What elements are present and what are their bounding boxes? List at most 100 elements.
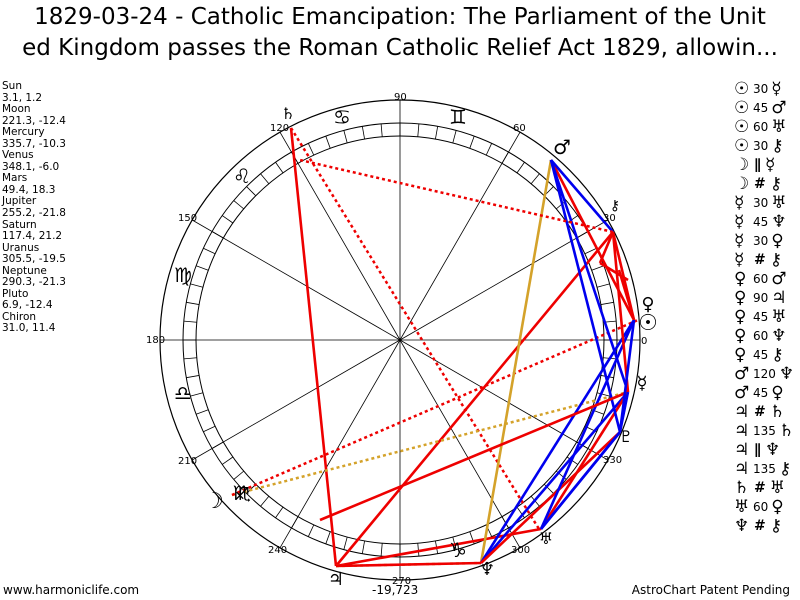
aspect-symbol: ∥ <box>754 157 761 173</box>
aspect-planet-a-icon: ☽ <box>734 155 750 175</box>
aspect-planet-b-icon: ♀ <box>771 497 784 517</box>
aspect-planet-a-icon: ♃ <box>734 402 750 422</box>
aspect-line <box>549 159 630 393</box>
aspect-symbol: # <box>754 176 766 192</box>
planet-name: Chiron <box>2 310 37 323</box>
aspect-planet-a-icon: ☽ <box>734 174 750 194</box>
degree-label-330: 330 <box>603 455 622 466</box>
degree-tick <box>361 126 365 140</box>
degree-tick <box>195 265 209 271</box>
degree-tick <box>361 540 365 554</box>
planet-name: Mars <box>2 172 28 185</box>
wheel-base <box>159 99 641 581</box>
aspect-angle: 60 <box>753 500 769 514</box>
aspect-line <box>231 318 639 497</box>
aspect-row: ☉ 60 ♅ <box>734 118 800 137</box>
aspect-row: ☿ # ⚷ <box>734 251 800 270</box>
degree-label-210: 210 <box>178 456 197 467</box>
planet-name: Uranus <box>2 241 40 254</box>
aspect-row: ☿ 30 ♅ <box>734 194 800 213</box>
aspect-row: ♀ 45 ♅ <box>734 308 800 327</box>
aspect-line <box>299 158 614 234</box>
aspect-row: ♃ # ♄ <box>734 403 800 422</box>
aspect-line <box>549 159 622 433</box>
planet-position: 31.0, 11.4 <box>2 322 56 335</box>
mars-icon: ♂ <box>553 135 571 159</box>
aspect-line <box>479 319 636 564</box>
degree-label-120: 120 <box>270 123 289 134</box>
degree-tick <box>596 283 610 288</box>
degree-label-90: 90 <box>394 92 407 103</box>
degree-tick <box>233 200 244 210</box>
aspect-angle: 60 <box>753 120 769 134</box>
aspect-angle: 30 <box>753 196 769 210</box>
aspect-planet-a-icon: ♆ <box>734 516 750 536</box>
degree-tick <box>275 506 284 518</box>
sign-spoke <box>399 131 521 341</box>
degree-tick <box>183 320 197 323</box>
degree-label-30: 30 <box>603 213 616 224</box>
aspect-planet-b-icon: ♆ <box>771 326 787 346</box>
aspect-planet-b-icon: ♆ <box>778 364 795 384</box>
planet-name: Sun <box>2 80 22 92</box>
degree-tick <box>600 301 614 305</box>
gemini-icon: ♊ <box>449 105 467 129</box>
degree-tick <box>566 215 578 224</box>
aspect-planet-b-icon: ♆ <box>765 440 781 460</box>
aspect-planet-a-icon: ♃ <box>734 459 750 479</box>
planet-position: 255.2, -21.8 <box>2 207 66 220</box>
degree-tick <box>584 247 597 255</box>
degree-tick <box>591 265 605 271</box>
virgo-icon: ♍ <box>174 263 192 287</box>
planet-position: 290.3, -21.3 <box>2 276 66 289</box>
aspect-row: ☽ # ⚷ <box>734 175 800 194</box>
degree-tick <box>183 357 197 360</box>
aspect-row: ☉ 30 ⚷ <box>734 137 800 156</box>
degree-tick <box>380 543 383 557</box>
aspect-symbol: # <box>754 404 766 420</box>
aspect-planet-b-icon: ♄ <box>769 402 785 422</box>
degree-tick <box>435 126 439 140</box>
venus-glyph-icon: ♀ <box>641 294 654 315</box>
degree-tick <box>325 531 331 545</box>
aspect-line <box>539 431 622 530</box>
degree-tick <box>246 186 257 197</box>
aspect-planet-a-icon: ♄ <box>734 478 750 498</box>
aspect-planet-b-icon: ♅ <box>771 193 787 213</box>
degree-label-180: 180 <box>146 335 165 346</box>
aspect-planet-a-icon: ☉ <box>734 117 750 137</box>
aspect-row: ♀ 45 ⚷ <box>734 346 800 365</box>
aspect-angle: 45 <box>753 310 769 324</box>
aspect-line <box>617 269 636 321</box>
degree-tick <box>485 143 493 156</box>
aspect-row: ♀ 90 ♃ <box>734 289 800 308</box>
neptune-icon: ♆ <box>479 559 495 580</box>
aspect-line <box>335 527 542 568</box>
sagittarius-icon: ♐ <box>234 484 250 505</box>
aspect-planet-a-icon: ♂ <box>734 383 750 403</box>
aspect-angle: 30 <box>753 82 769 96</box>
aspect-planet-b-icon: ⚷ <box>769 250 783 270</box>
aspect-planet-a-icon: ♀ <box>734 345 747 365</box>
aspect-planet-a-icon: ☿ <box>734 231 745 251</box>
degree-tick <box>260 496 270 507</box>
planet-name: Mercury <box>2 126 45 139</box>
degree-tick <box>343 130 348 144</box>
aspect-line <box>289 127 338 567</box>
aspect-planet-b-icon: ⚷ <box>778 459 792 479</box>
sign-spoke <box>191 339 401 461</box>
sign-spoke <box>399 339 521 549</box>
aspect-symbol: ∥ <box>754 442 761 458</box>
degree-tick <box>190 283 204 288</box>
aspect-planet-b-icon: ⚷ <box>771 345 784 365</box>
planet-name: Pluto <box>2 287 29 300</box>
aspect-line <box>599 261 629 282</box>
footer-value: -19,723 <box>372 583 419 597</box>
aspect-planet-a-icon: ♃ <box>734 440 750 460</box>
aspect-line <box>539 391 630 530</box>
zodiac-glyphs: ♊ ♋ ♌ ♍ ♎ ♏ ♑ <box>174 105 467 562</box>
aspect-planet-a-icon: ♃ <box>734 421 750 441</box>
aspect-planet-b-icon: ♂ <box>771 98 787 118</box>
aspect-planet-a-icon: ♀ <box>734 269 747 289</box>
